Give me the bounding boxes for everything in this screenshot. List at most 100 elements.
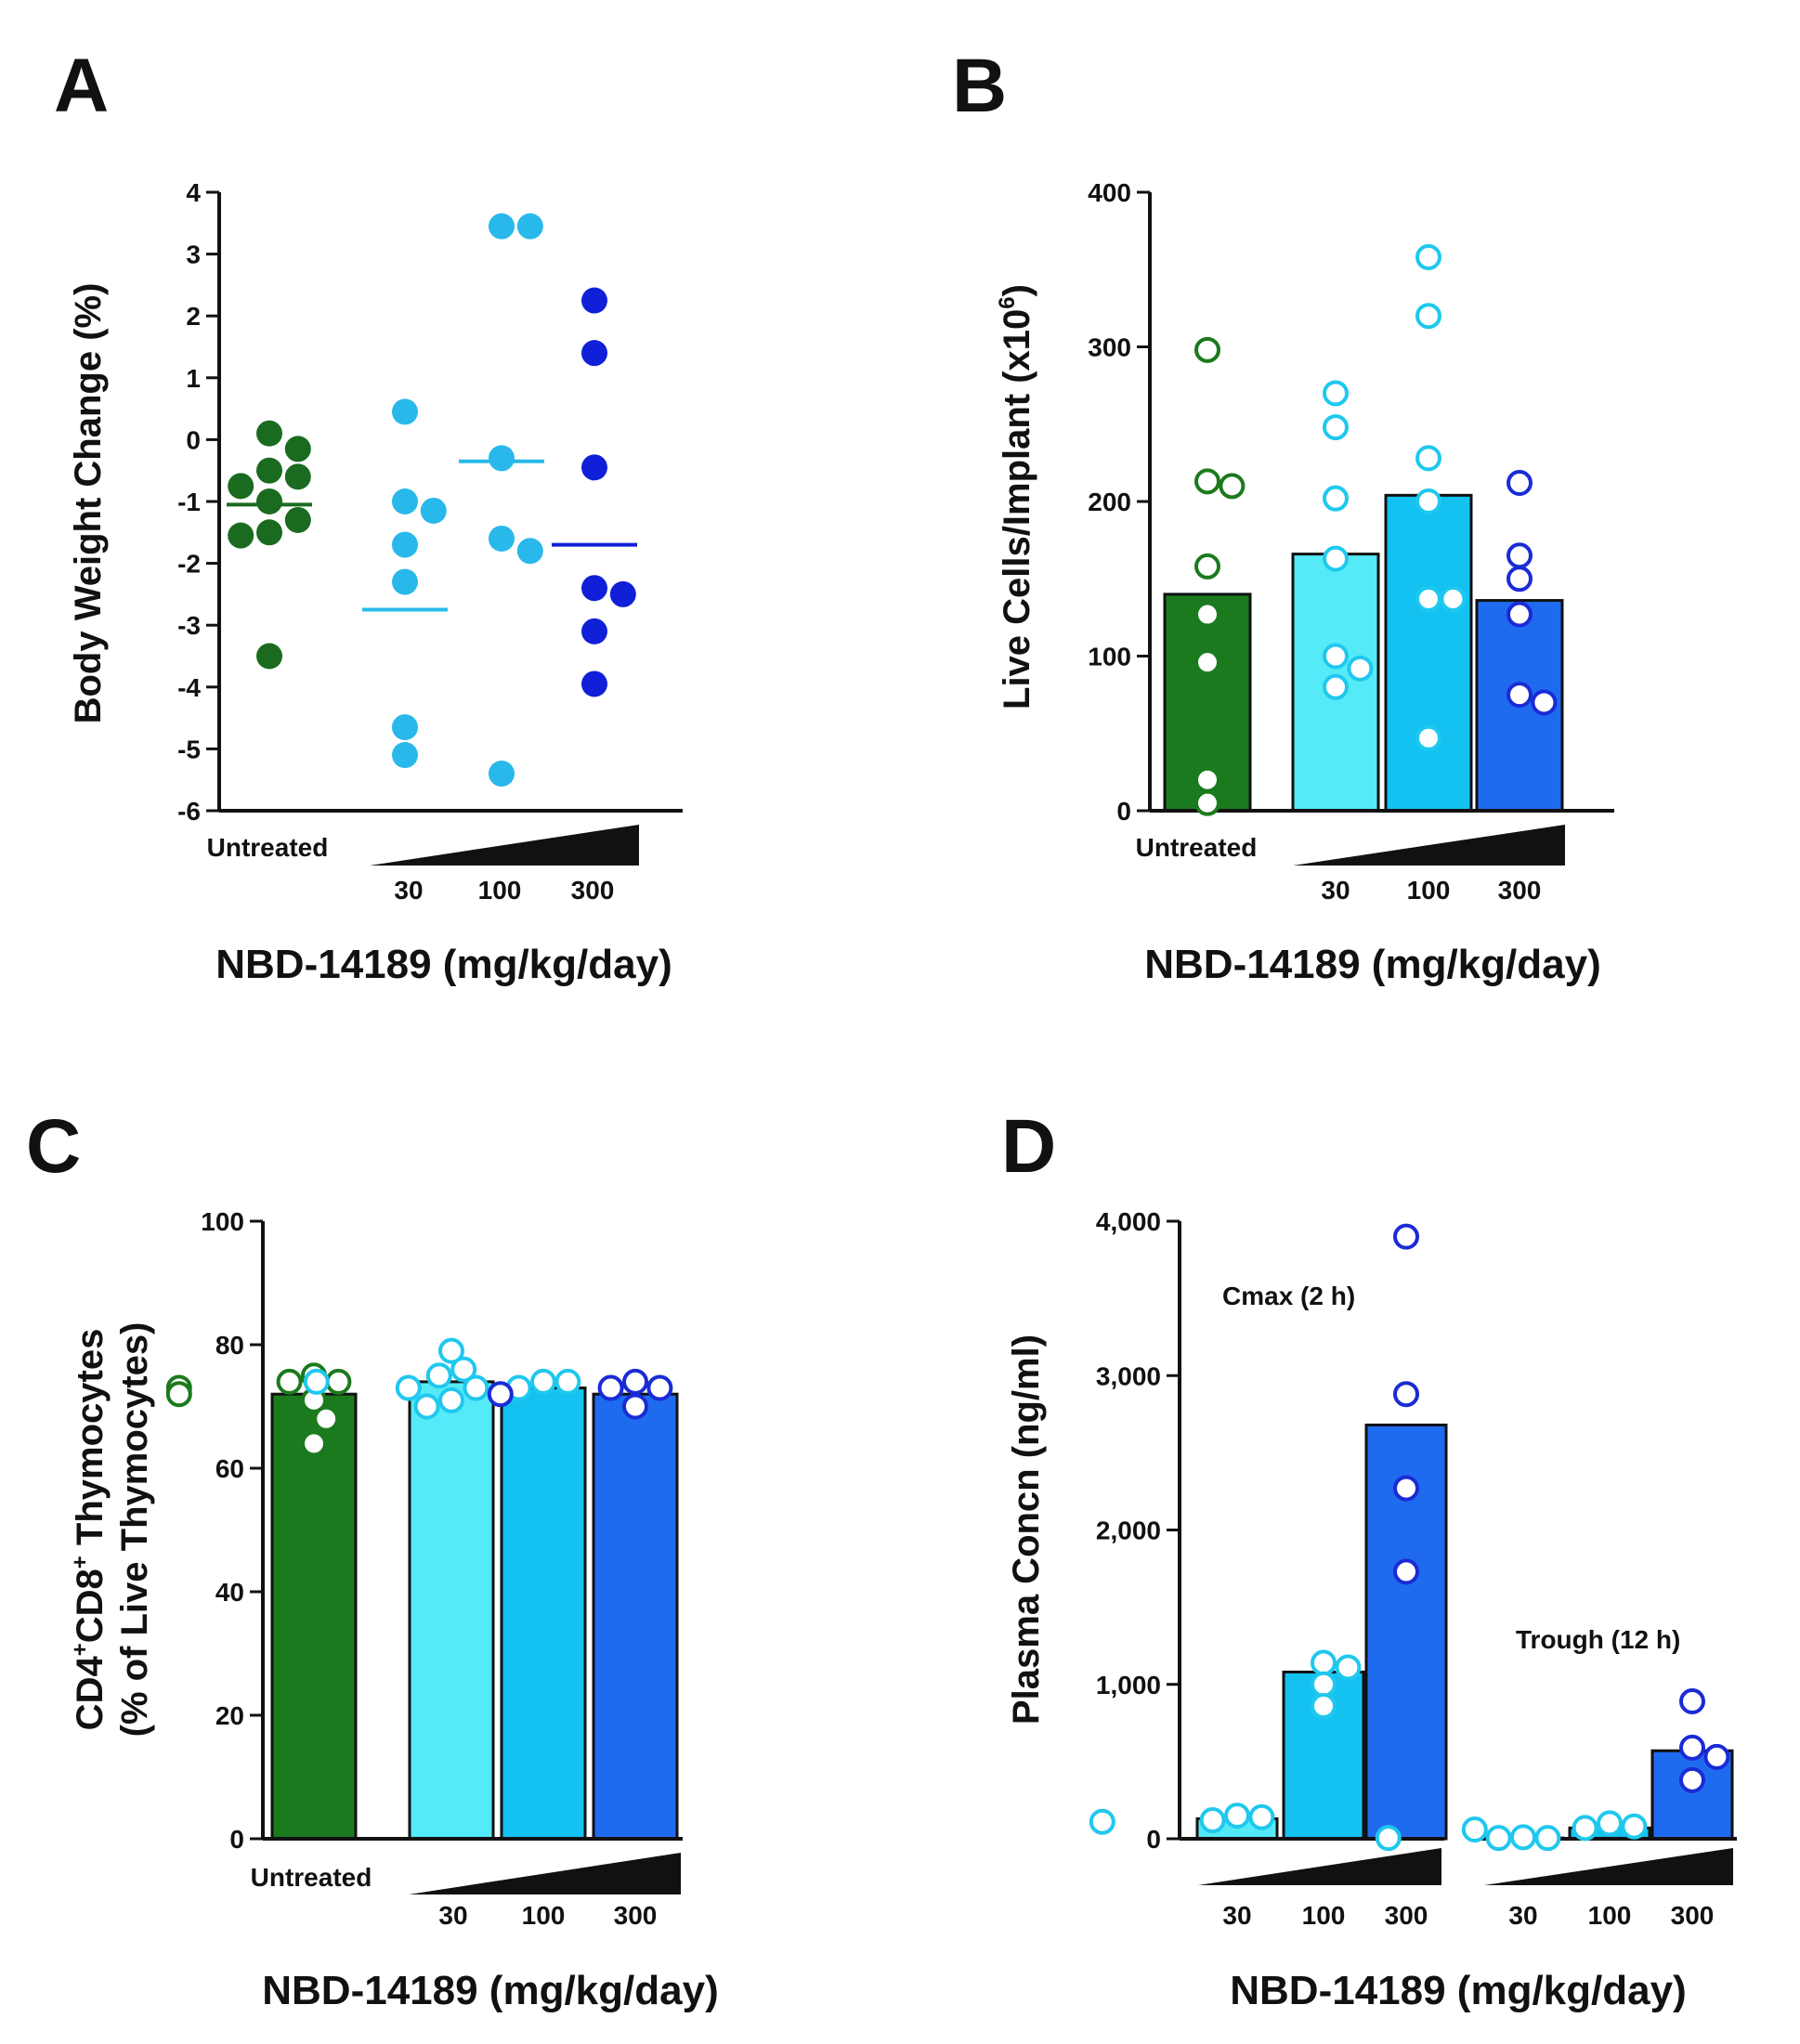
- panel-a-dose-100: 100: [478, 876, 522, 905]
- panel-a-letter: A: [54, 44, 109, 128]
- panel-d-point: [1199, 1807, 1226, 1834]
- panel-c-dose-100: 100: [522, 1901, 566, 1930]
- panel-c-ylabel-line1: CD4+CD8+ Thymocytes: [68, 1329, 111, 1731]
- panel-c-point: [438, 1337, 464, 1364]
- panel-a-y-ticks: 4 3 2 1 0 -1 -2 -3 -4 -5 -6: [177, 178, 219, 826]
- panel-a-point: [392, 488, 418, 514]
- panel-d-point: [1597, 1810, 1623, 1837]
- panel-a-point: [581, 287, 607, 314]
- panel-b-bar: [1384, 493, 1473, 813]
- panel-c-bar: [592, 1392, 679, 1841]
- panel-a-point: [256, 420, 282, 447]
- panel-c-point: [450, 1356, 477, 1383]
- panel-b-xlabel: NBD-14189 (mg/kg/day): [1144, 942, 1600, 987]
- panel-a-point: [581, 575, 607, 602]
- panel-c-point: [622, 1393, 648, 1420]
- panel-c-point: [413, 1393, 440, 1420]
- panel-c-point: [395, 1374, 422, 1401]
- panel-a-point: [284, 506, 311, 533]
- panel-c-y-tick-label: 40: [215, 1578, 244, 1607]
- panel-d-point: [1393, 1558, 1419, 1585]
- panel-c-ylabel-thymocytes: Thymocytes: [70, 1329, 111, 1556]
- panel-a-point: [489, 445, 515, 472]
- panel-d-point: [1311, 1671, 1337, 1698]
- panel-c-point: [597, 1374, 624, 1401]
- panel-d-dose-cmax-100: 100: [1302, 1901, 1346, 1930]
- panel-b-point: [1194, 601, 1220, 628]
- panel-c-ylabel-cd8: CD8: [70, 1569, 111, 1643]
- panel-b-point: [1415, 724, 1441, 751]
- panel-c-point: [301, 1430, 327, 1457]
- panel-a-point: [256, 643, 282, 670]
- panel-d-y-tick-label: 4,000: [1096, 1207, 1161, 1236]
- panel-a-point: [256, 457, 282, 484]
- panel-a-point: [392, 742, 418, 769]
- panel-d-dose-cmax-300: 300: [1385, 1901, 1428, 1930]
- panel-a-point: [228, 473, 254, 500]
- panel-b-point: [1323, 380, 1349, 407]
- panel-d-dose-cmax-30: 30: [1222, 1901, 1251, 1930]
- panel-c-point: [646, 1374, 673, 1401]
- panel-d-point: [1393, 1475, 1419, 1502]
- panel-c-ylabel-sup2: +: [68, 1556, 93, 1569]
- panel-c-dose-300: 300: [614, 1901, 658, 1930]
- panel-d-point: [1485, 1825, 1512, 1852]
- panel-b: B Live Cells/Implant (x106) 400300200100…: [952, 44, 1614, 987]
- panel-a-dose-wedge: [370, 825, 639, 866]
- panel-b-ylabel-end: ): [997, 284, 1037, 296]
- panel-c-bar: [270, 1392, 358, 1841]
- panel-d-dose-wedge-trough: [1484, 1848, 1733, 1885]
- panel-b-point: [1507, 566, 1533, 592]
- panel-c-point: [622, 1368, 648, 1395]
- panel-d-dose-trough-300: 300: [1671, 1901, 1715, 1930]
- panel-b-untreated-label: Untreated: [1136, 833, 1258, 862]
- panel-b-letter: B: [952, 44, 1007, 128]
- panel-b-point: [1194, 649, 1220, 676]
- panel-b-point: [1323, 485, 1349, 512]
- panel-c-bar: [408, 1380, 495, 1841]
- panel-d-point: [1703, 1743, 1730, 1770]
- panel-a-point: [516, 538, 543, 565]
- panel-c-bars: [270, 1380, 679, 1841]
- panel-a-point: [609, 580, 636, 607]
- panel-d-point: [1375, 1825, 1402, 1852]
- panel-b-y-tick-label: 0: [1116, 797, 1131, 826]
- panel-c-bar: [500, 1387, 587, 1841]
- panel-d-y-tick-label: 1,000: [1096, 1671, 1161, 1699]
- panel-b-point: [1415, 303, 1441, 330]
- panel-d-point: [1510, 1824, 1536, 1851]
- panel-c-ylabel-cd4: CD4: [70, 1656, 111, 1731]
- panel-d-point: [1572, 1815, 1598, 1842]
- panel-d-y-tick-label: 0: [1146, 1825, 1161, 1854]
- panel-a-y-tick-label: -5: [177, 735, 201, 763]
- panel-a-point: [392, 398, 418, 425]
- panel-c-y-tick-label: 80: [215, 1331, 244, 1360]
- panel-d-point: [1311, 1693, 1337, 1720]
- panel-a-point: [392, 714, 418, 741]
- panel-c-point: [303, 1368, 330, 1395]
- panel-a-y-tick-label: -2: [177, 550, 201, 579]
- panel-a-xlabel: NBD-14189 (mg/kg/day): [215, 942, 672, 987]
- panel-b-point: [1219, 473, 1246, 500]
- panel-a-y-tick-label: 0: [186, 425, 201, 454]
- panel-d-dose-trough-100: 100: [1588, 1901, 1632, 1930]
- panel-a-y-tick-label: -4: [177, 673, 201, 702]
- panel-d-point: [1224, 1803, 1250, 1829]
- panel-c-y-tick-label: 20: [215, 1701, 244, 1730]
- panel-b-point: [1531, 689, 1558, 716]
- panel-d-trough-label: Trough (12 h): [1516, 1625, 1680, 1654]
- panel-a-point: [489, 213, 515, 240]
- panel-a-untreated-label: Untreated: [207, 833, 329, 862]
- panel-a-y-tick-label: 1: [186, 364, 201, 393]
- panel-d-point: [1679, 1734, 1705, 1761]
- panel-a-y-tick-label: 3: [186, 241, 201, 269]
- panel-c-ylabel-sup1: +: [68, 1643, 93, 1656]
- panel-d: D Plasma Concn (ng/ml) 4,000 3,000 2,000 1,…: [1001, 1104, 1737, 2013]
- panel-d-y-tick-label: 2,000: [1096, 1517, 1161, 1545]
- panel-b-y-ticks: 400 300 200 100 0: [1088, 178, 1150, 826]
- panel-c-point: [313, 1405, 340, 1432]
- panel-d-xlabel: NBD-14189 (mg/kg/day): [1230, 1968, 1686, 2013]
- panel-a-point: [581, 340, 607, 367]
- panel-b-y-tick-label: 400: [1088, 178, 1131, 207]
